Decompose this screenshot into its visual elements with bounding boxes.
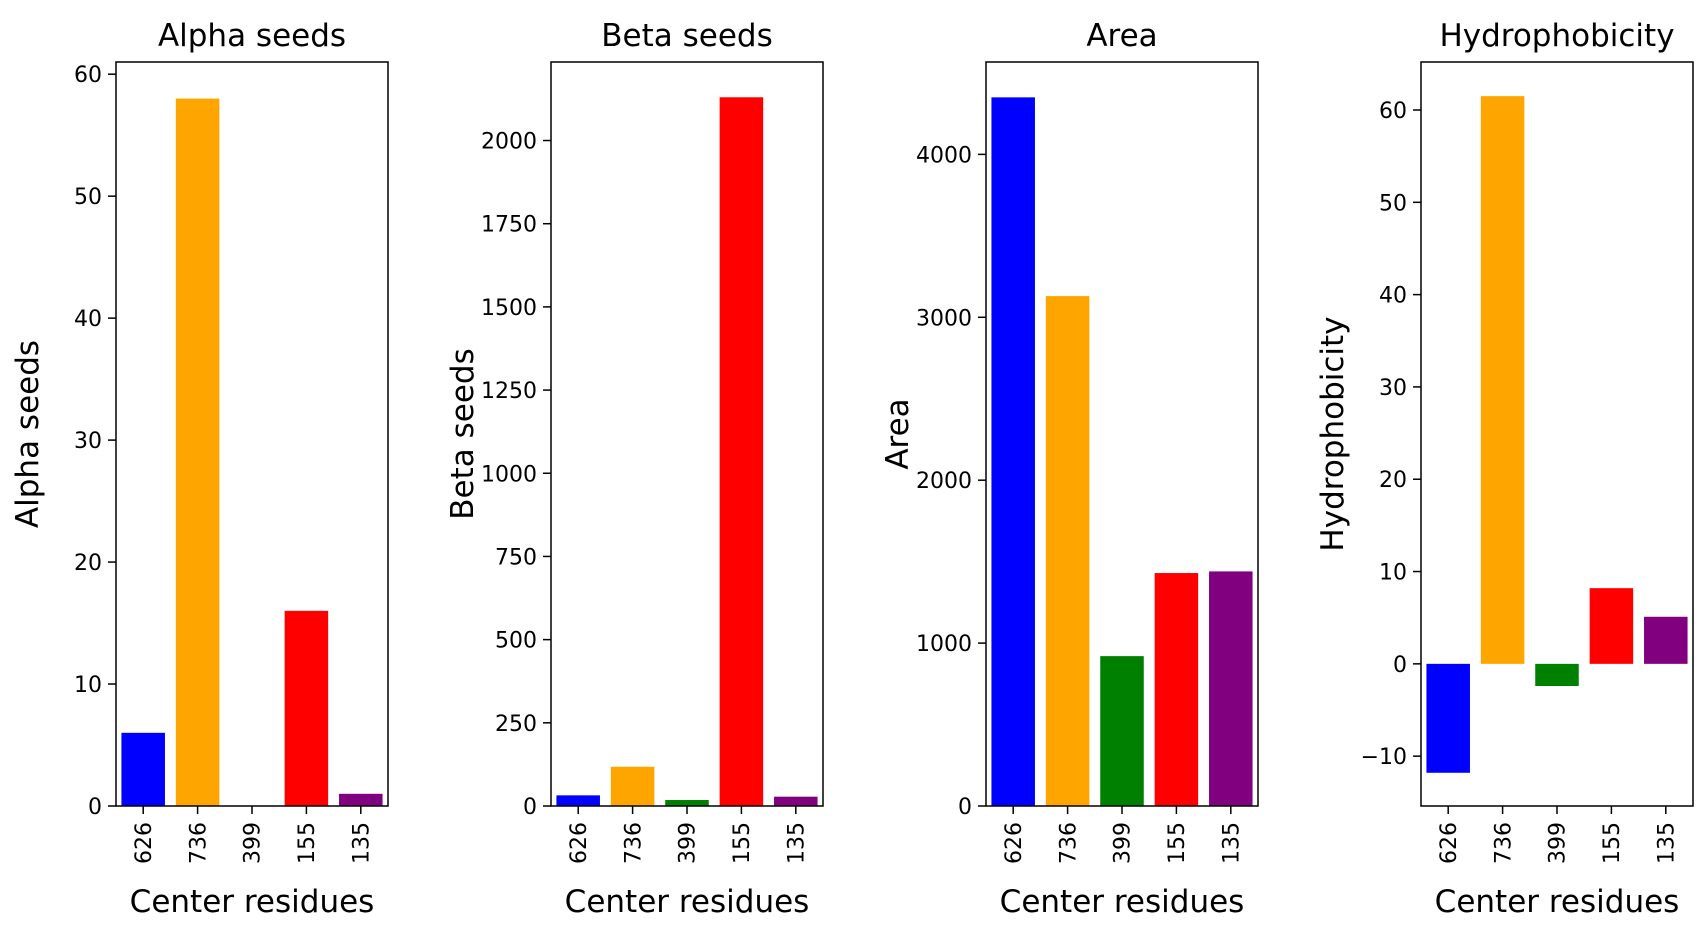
x-tick-label: 135 <box>1655 822 1680 864</box>
y-tick-label: 4000 <box>916 143 972 168</box>
x-tick-label: 626 <box>1002 822 1027 864</box>
bar <box>1209 571 1253 806</box>
y-tick-label: 1250 <box>481 379 537 404</box>
y-tick-label: 0 <box>1393 653 1407 678</box>
chart-panel: 0 250 500 750 1000 1250 1500 1750 2000 626 736 399 1… <box>445 18 824 920</box>
y-tick-label: 10 <box>1379 561 1407 586</box>
bar <box>1045 296 1090 806</box>
x-tick-label: 155 <box>295 822 320 864</box>
bar <box>774 796 818 806</box>
y-tick-label: −10 <box>1361 745 1407 770</box>
y-axis-label: Area <box>880 398 916 469</box>
x-axis-label: Center residues <box>1435 884 1680 920</box>
bar <box>1535 663 1579 686</box>
x-axis-label: Center residues <box>565 884 810 920</box>
bar <box>1480 96 1525 664</box>
chart-panel: −10 0 10 20 30 40 50 60 626 736 399 155 135 Hydrophob… <box>1315 18 1694 920</box>
y-axis-label: Hydrophobicity <box>1315 316 1351 551</box>
plot-frame <box>115 61 389 807</box>
chart-panel: 0 1000 2000 3000 4000 626 736 399 155 135 Area Cent… <box>880 18 1259 920</box>
y-tick-label: 10 <box>74 673 102 698</box>
y-tick-label: 500 <box>495 629 537 654</box>
y-tick-label: 3000 <box>916 306 972 331</box>
x-tick-label: 626 <box>1437 822 1462 864</box>
bar <box>1100 656 1144 806</box>
bar <box>556 795 600 806</box>
x-tick-label: 135 <box>350 822 375 864</box>
bar <box>1589 588 1634 664</box>
y-tick-label: 60 <box>74 63 102 88</box>
bar <box>665 800 709 806</box>
y-tick-label: 50 <box>74 185 102 210</box>
x-tick-label: 736 <box>1491 822 1516 864</box>
x-tick-label: 736 <box>621 822 646 864</box>
bar <box>1154 573 1199 806</box>
y-tick-label: 40 <box>74 307 102 332</box>
y-tick-label: 0 <box>523 795 537 820</box>
x-tick-label: 399 <box>1111 822 1136 864</box>
x-tick-label: 155 <box>730 822 755 864</box>
x-tick-label: 155 <box>1165 822 1190 864</box>
y-tick-label: 250 <box>495 712 537 737</box>
x-tick-label: 736 <box>1056 822 1081 864</box>
plot-frame <box>550 61 824 807</box>
x-axis-label: Center residues <box>130 884 375 920</box>
bar <box>991 97 1035 806</box>
x-tick-label: 399 <box>1546 822 1571 864</box>
chart-panel: 0 10 20 30 40 50 60 626 736 399 155 135 Alpha seeds C… <box>10 18 389 920</box>
bar <box>610 766 655 806</box>
y-tick-label: 40 <box>1379 284 1407 309</box>
x-tick-label: 399 <box>241 822 266 864</box>
x-tick-label: 135 <box>1220 822 1245 864</box>
y-axis-label: Alpha seeds <box>10 340 46 528</box>
y-tick-label: 50 <box>1379 191 1407 216</box>
x-tick-label: 399 <box>676 822 701 864</box>
chart-title: Area <box>1086 18 1157 54</box>
y-tick-label: 0 <box>958 795 972 820</box>
x-tick-label: 626 <box>567 822 592 864</box>
chart-title: Alpha seeds <box>158 18 346 54</box>
bar <box>1426 663 1470 773</box>
y-tick-label: 0 <box>88 795 102 820</box>
y-axis-label: Beta seeds <box>445 348 481 519</box>
y-tick-label: 750 <box>495 545 537 570</box>
x-tick-label: 135 <box>785 822 810 864</box>
y-tick-label: 1000 <box>916 632 972 657</box>
bar <box>339 793 383 806</box>
bar <box>175 98 220 807</box>
x-axis-label: Center residues <box>1000 884 1245 920</box>
bar <box>284 610 329 806</box>
y-tick-label: 1500 <box>481 296 537 321</box>
bar <box>1644 616 1688 664</box>
x-tick-label: 155 <box>1600 822 1625 864</box>
y-tick-label: 2000 <box>916 469 972 494</box>
bar <box>719 97 764 806</box>
y-tick-label: 1750 <box>481 213 537 238</box>
x-tick-label: 736 <box>186 822 211 864</box>
y-tick-label: 30 <box>74 429 102 454</box>
y-tick-label: 30 <box>1379 376 1407 401</box>
y-tick-label: 60 <box>1379 99 1407 124</box>
y-tick-label: 1000 <box>481 462 537 487</box>
bar <box>121 732 165 806</box>
chart-title: Hydrophobicity <box>1439 18 1674 54</box>
y-tick-label: 20 <box>1379 468 1407 493</box>
chart-title: Beta seeds <box>601 18 772 54</box>
y-tick-label: 2000 <box>481 130 537 155</box>
y-tick-label: 20 <box>74 551 102 576</box>
x-tick-label: 626 <box>132 822 157 864</box>
